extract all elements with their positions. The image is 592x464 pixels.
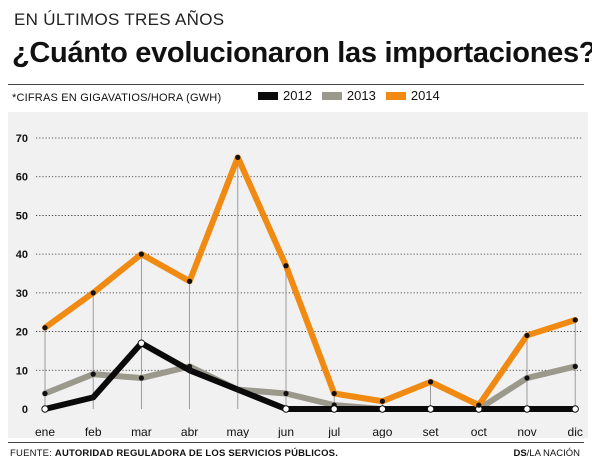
- point-2012-nov: [523, 405, 531, 413]
- x-tick-label-dic: dic: [568, 425, 583, 438]
- point-2012-ene: [41, 405, 49, 413]
- point-2012-mar: [137, 339, 146, 347]
- y-tick-label-30: 30: [16, 288, 28, 300]
- x-tick-label-mar: mar: [131, 425, 152, 438]
- x-tick-label-oct: oct: [471, 425, 488, 438]
- x-tick-label-may: may: [226, 425, 249, 438]
- legend: 2012 2013 2014: [258, 88, 450, 103]
- legend-label-2013: 2013: [346, 88, 376, 103]
- x-tick-label-set: set: [423, 425, 440, 438]
- units-note: *CIFRAS EN GIGAVATIOS/HORA (GWH): [12, 92, 222, 104]
- point-2014-jun: [283, 263, 289, 269]
- legend-swatch-2013: [321, 91, 342, 100]
- x-tick-label-ene: ene: [35, 425, 55, 438]
- x-tick-label-jul: jul: [327, 425, 340, 438]
- line-chart: 0 10 20 30 40 50 60 70 ene feb mar abr may jun jul ago s…: [16, 133, 583, 438]
- series-line-2012: [42, 340, 579, 412]
- point-2014-dic: [572, 317, 578, 323]
- point-2012-jun: [282, 405, 290, 413]
- point-2012-feb: [90, 394, 96, 400]
- point-2013-abr: [187, 363, 193, 370]
- point-2014-may: [235, 154, 241, 160]
- subheader-bar: *CIFRAS EN GIGAVATIOS/HORA (GWH) 2012 20…: [8, 86, 584, 110]
- point-2014-nov: [524, 332, 530, 339]
- point-2012-jul: [330, 405, 338, 413]
- series-line-2014: [42, 154, 579, 409]
- y-tick-label-50: 50: [16, 210, 28, 222]
- legend-label-2014: 2014: [410, 88, 440, 103]
- point-2014-oct: [476, 402, 482, 408]
- point-2013-ene: [42, 390, 48, 397]
- source-text: AUTORIDAD REGULADORA DE LOS SERVICIOS PÚ…: [54, 448, 339, 459]
- y-tick-label-0: 0: [22, 404, 28, 416]
- y-tick-label-70: 70: [16, 133, 28, 145]
- y-tick-label-20: 20: [16, 327, 28, 339]
- legend-item-2012: 2012: [258, 88, 312, 103]
- point-2014-ene: [42, 325, 48, 331]
- point-2012-may: [235, 387, 241, 393]
- point-2013-dic: [572, 363, 578, 370]
- top-rule: [8, 84, 584, 85]
- point-2013-mar: [138, 375, 144, 381]
- point-2014-feb: [90, 290, 96, 296]
- y-tick-label-10: 10: [16, 365, 28, 377]
- source-footer: FUENTE: AUTORIDAD REGULADORA DE LOS SERV…: [10, 448, 338, 459]
- point-2012-set: [426, 405, 435, 413]
- point-2014-jul: [331, 390, 337, 397]
- credit: DS/LA NACIÓN: [513, 448, 580, 459]
- legend-label-2012: 2012: [283, 88, 312, 103]
- plot-area: 0 10 20 30 40 50 60 70 ene feb mar abr may jun jul ago s…: [8, 112, 588, 438]
- source-label: FUENTE:: [10, 448, 53, 459]
- bottom-rule: [8, 442, 584, 443]
- point-2014-ago: [379, 398, 385, 404]
- point-2014-mar: [138, 251, 144, 257]
- point-2013-nov: [524, 375, 530, 381]
- series-line-2013: [42, 363, 579, 412]
- legend-swatch-2014: [385, 91, 406, 100]
- credit-bold: DS: [513, 448, 527, 459]
- credit-rest: /LA NACIÓN: [526, 448, 580, 459]
- chart-title: ¿Cuánto evolucionaron las importaciones?: [12, 37, 592, 69]
- chart-kicker: EN ÚLTIMOS TRES AÑOS: [14, 10, 225, 29]
- legend-item-2013: 2013: [321, 88, 376, 103]
- x-tick-label-nov: nov: [517, 425, 536, 438]
- y-tick-label-60: 60: [16, 172, 28, 184]
- legend-swatch-2012: [258, 91, 278, 100]
- point-2013-feb: [90, 371, 96, 377]
- point-2014-abr: [187, 278, 193, 284]
- x-tick-label-abr: abr: [181, 425, 198, 438]
- point-2012-ago: [378, 405, 387, 413]
- x-tick-label-ago: ago: [372, 425, 392, 438]
- x-tick-label-jun: jun: [277, 425, 294, 438]
- point-2014-set: [428, 379, 434, 385]
- y-tick-label-40: 40: [16, 249, 28, 261]
- point-2012-abr: [187, 367, 193, 373]
- legend-item-2014: 2014: [385, 88, 440, 103]
- point-2013-jun: [283, 390, 289, 397]
- x-tick-label-feb: feb: [85, 425, 102, 438]
- point-2012-dic: [571, 405, 579, 413]
